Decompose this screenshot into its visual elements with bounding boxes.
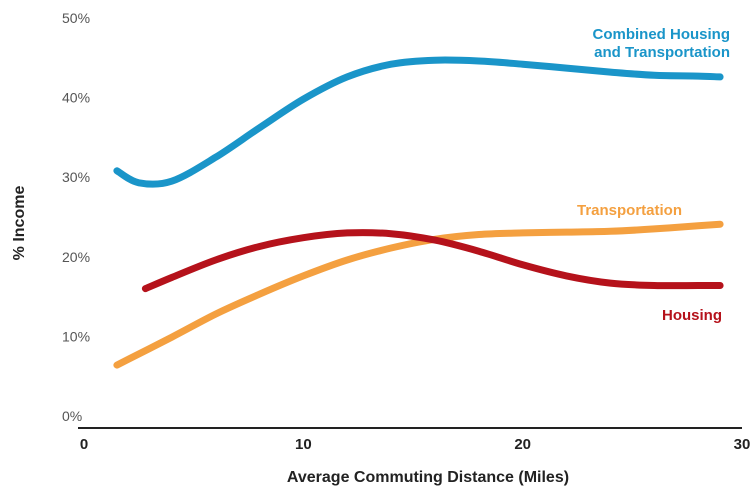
y-tick-label: 20%	[62, 249, 90, 265]
y-axis-title: % Income	[11, 186, 28, 261]
series-label-housing: Housing	[662, 307, 722, 324]
y-axis-tick-labels: 0% 10% 20% 30% 40% 50%	[62, 10, 90, 424]
series-label-line: Transportation	[577, 202, 682, 219]
y-tick-label: 40%	[62, 90, 90, 106]
series-label-transportation: Transportation	[577, 202, 682, 219]
series-line-housing	[141, 229, 724, 293]
series-line-combined	[113, 56, 724, 188]
x-tick-label: 0	[80, 436, 88, 453]
y-tick-label: 0%	[62, 408, 82, 424]
x-axis-tick-labels: 0 10 20 30	[80, 436, 751, 453]
y-tick-label: 30%	[62, 169, 90, 185]
x-tick-label: 30	[734, 436, 751, 453]
series-label-combined: Combined Housing and Transportation	[593, 26, 731, 61]
x-tick-label: 10	[295, 436, 312, 453]
y-tick-label: 50%	[62, 10, 90, 26]
x-axis-title: Average Commuting Distance (Miles)	[287, 469, 569, 486]
y-tick-label: 10%	[62, 328, 90, 344]
x-tick-label: 20	[514, 436, 531, 453]
series-label-line: Combined Housing	[593, 26, 731, 43]
series-label-line: and Transportation	[594, 44, 730, 61]
series-line-transportation	[113, 220, 724, 369]
series-labels: Combined Housing and Transportation Transp…	[577, 26, 730, 324]
series-lines	[113, 56, 724, 369]
series-label-line: Housing	[662, 307, 722, 324]
